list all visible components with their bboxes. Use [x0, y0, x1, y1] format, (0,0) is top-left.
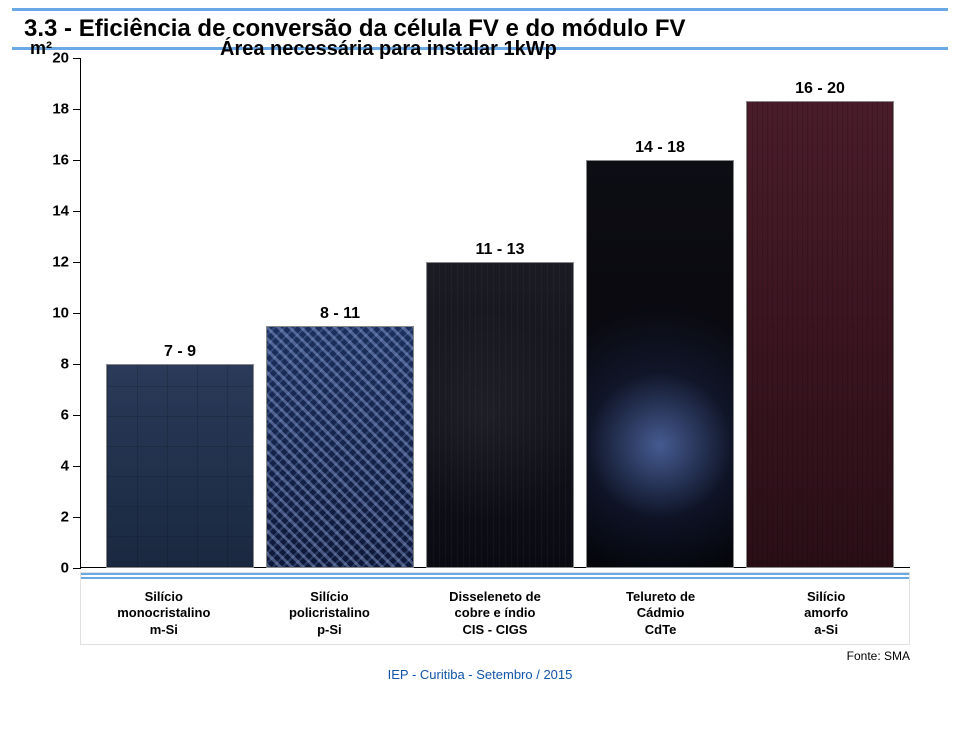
y-tick-label: 2: [41, 509, 69, 526]
chart-bars: 7 - 98 - 1111 - 1314 - 1816 - 20: [80, 58, 910, 568]
source-label: Fonte: SMA: [0, 649, 910, 663]
footer-text: IEP - Curitiba - Setembro / 2015: [0, 667, 960, 682]
bar: 8 - 11: [266, 326, 414, 568]
y-tick-label: 6: [41, 407, 69, 424]
bar: 14 - 18: [586, 160, 734, 568]
y-tick-label: 8: [41, 356, 69, 373]
x-category-label: Silíciomonocristalinom-Si: [84, 589, 244, 638]
bar-value-label: 11 - 13: [427, 241, 573, 259]
chart: m² Área necessária para instalar 1kWp 02…: [80, 58, 910, 568]
y-tick-label: 14: [41, 203, 69, 220]
y-tick-label: 10: [41, 305, 69, 322]
x-category-label: Silíciopolicristalinop-Si: [249, 589, 409, 638]
x-axis-panel: Silíciomonocristalinom-SiSilíciopolicris…: [80, 572, 910, 645]
y-tick-label: 4: [41, 458, 69, 475]
bar: 7 - 9: [106, 364, 254, 568]
x-category-label: Silícioamorfoa-Si: [746, 589, 906, 638]
y-tick: [73, 568, 81, 569]
x-axis-labels: Silíciomonocristalinom-SiSilíciopolicris…: [81, 581, 909, 644]
y-tick-label: 20: [41, 50, 69, 67]
bar: 16 - 20: [746, 101, 894, 568]
bar-value-label: 8 - 11: [267, 305, 413, 323]
y-tick-label: 0: [41, 560, 69, 577]
y-tick-label: 18: [41, 101, 69, 118]
x-category-label: Disseleneto decobre e índioCIS - CIGS: [415, 589, 575, 638]
bar-value-label: 14 - 18: [587, 139, 733, 157]
x-category-label: Telureto deCádmioCdTe: [581, 589, 741, 638]
bar-value-label: 16 - 20: [747, 80, 893, 98]
y-tick-label: 16: [41, 152, 69, 169]
bar: 11 - 13: [426, 262, 574, 568]
x-axis-divider: [81, 573, 909, 579]
y-tick-label: 12: [41, 254, 69, 271]
bar-value-label: 7 - 9: [107, 343, 253, 361]
